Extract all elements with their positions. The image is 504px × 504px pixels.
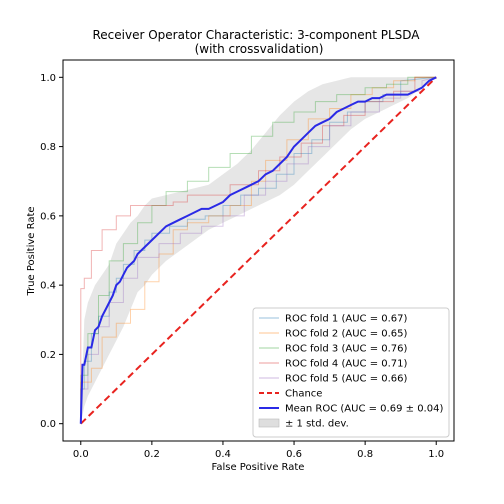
legend-label: ROC fold 4 (AUC = 0.71) bbox=[285, 359, 408, 370]
roc-fold-5-line bbox=[80, 76, 437, 424]
chart-subtitle: (with crossvalidation) bbox=[195, 42, 324, 56]
x-axis-label: False Positive Rate bbox=[212, 462, 305, 473]
plot-area bbox=[79, 76, 437, 425]
roc-fold-1-line bbox=[80, 76, 437, 424]
x-tick-label: 0.4 bbox=[215, 449, 231, 460]
y-tick-label: 1.0 bbox=[40, 73, 56, 84]
roc-fold-2-line bbox=[80, 76, 437, 424]
x-tick-label: 0.2 bbox=[144, 449, 160, 460]
roc-fold-3-line bbox=[80, 76, 437, 424]
x-tick-label: 0.6 bbox=[286, 449, 302, 460]
chance-line bbox=[80, 76, 437, 425]
legend-label: Mean ROC (AUC = 0.69 ± 0.04) bbox=[285, 404, 443, 415]
chart-title: Receiver Operator Characteristic: 3-comp… bbox=[92, 28, 420, 42]
axes-frame bbox=[62, 59, 455, 442]
y-axis-label: True Positive Rate bbox=[26, 206, 37, 296]
y-tick-label: 0.0 bbox=[40, 419, 56, 430]
x-tick-label: 0.8 bbox=[357, 449, 373, 460]
legend-label: ROC fold 5 (AUC = 0.66) bbox=[285, 374, 408, 385]
legend-box bbox=[252, 307, 450, 438]
legend: ROC fold 1 (AUC = 0.67) ROC fold 2 (AUC =… bbox=[252, 307, 450, 438]
x-tick-label: 0.0 bbox=[73, 449, 89, 460]
legend-label: Chance bbox=[285, 389, 322, 400]
legend-label: ROC fold 3 (AUC = 0.76) bbox=[285, 344, 408, 355]
legend-label: ROC fold 1 (AUC = 0.67) bbox=[285, 314, 408, 325]
y-tick-label: 0.8 bbox=[40, 142, 56, 153]
y-tick-label: 0.2 bbox=[40, 350, 56, 361]
mean-roc-line bbox=[79, 76, 437, 424]
y-tick-label: 0.6 bbox=[40, 211, 56, 222]
x-tick-label: 1.0 bbox=[428, 449, 444, 460]
y-tick-label: 0.4 bbox=[40, 281, 56, 292]
legend-swatch-std-dev bbox=[258, 418, 280, 428]
legend-label: ± 1 std. dev. bbox=[285, 419, 349, 430]
std-dev-band bbox=[80, 77, 437, 424]
axes: 0.0 0.2 0.4 0.6 0.8 1.0 0.0 0.2 0.4 0.6 0.8 1.0 bbox=[40, 59, 455, 460]
legend-label: ROC fold 2 (AUC = 0.65) bbox=[285, 329, 408, 340]
